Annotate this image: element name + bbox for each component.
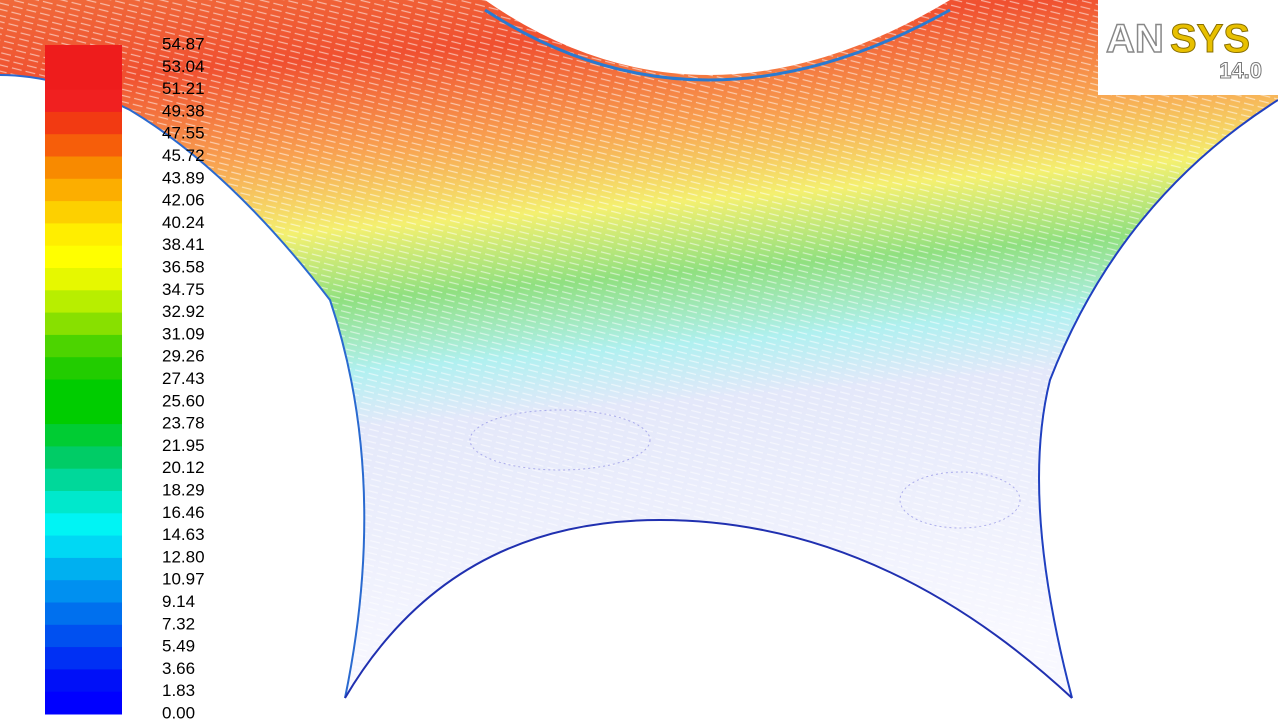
colorbar-label: 34.75 [162,280,205,299]
colorbar-band [45,491,122,514]
colorbar-band [45,179,122,202]
colorbar-band [45,112,122,135]
colorbar-label: 45.72 [162,146,205,165]
colorbar-label: 29.26 [162,347,205,366]
colorbar-label: 12.80 [162,547,205,566]
colorbar-label: 7.32 [162,614,195,633]
colorbar-label: 42.06 [162,191,205,210]
colorbar-label: 43.89 [162,168,205,187]
colorbar-band [45,357,122,380]
page: AN SYS 14.0 54.87 53.04 51.21 49.38 47.55 45.… [0,0,1278,726]
vector-plot: AN SYS 14.0 54.87 53.04 51.21 49.38 47.55 45.… [0,0,1278,726]
colorbar-band [45,424,122,447]
colorbar-band [45,90,122,113]
colorbar-label: 54.87 [162,34,205,53]
colorbar-label: 18.29 [162,480,205,499]
colorbar-band [45,580,122,603]
colorbar-band [45,67,122,90]
colorbar-band [45,402,122,425]
colorbar-label: 47.55 [162,124,205,143]
colorbar-label: 32.92 [162,302,205,321]
colorbar-label: 23.78 [162,414,205,433]
colorbar-label: 0.00 [162,703,195,722]
colorbar-label: 3.66 [162,659,195,678]
colorbar-label: 20.12 [162,458,205,477]
colorbar-label: 1.83 [162,681,195,700]
colorbar-band [45,625,122,648]
colorbar-label: 16.46 [162,503,205,522]
colorbar-label: 36.58 [162,257,205,276]
colorbar-band [45,313,122,336]
colorbar-band [45,380,122,403]
colorbar-band [45,692,122,715]
logo-brand-a: AN [1106,17,1164,61]
colorbar-band [45,134,122,157]
colorbar-label: 21.95 [162,436,205,455]
colorbar-band [45,157,122,180]
colorbar-band [45,513,122,536]
colorbar-label: 49.38 [162,101,205,120]
colorbar-label: 10.97 [162,570,205,589]
colorbar-band [45,45,122,68]
colorbar-band [45,290,122,313]
colorbar-band [45,446,122,469]
colorbar-label: 25.60 [162,391,205,410]
colorbar-band [45,223,122,246]
colorbar-label: 27.43 [162,369,205,388]
colorbar-label: 53.04 [162,57,205,76]
colorbar-band [45,268,122,291]
colorbar: 54.87 53.04 51.21 49.38 47.55 45.72 43.89 42.06… [45,34,205,722]
colorbar-band [45,536,122,559]
colorbar-label: 40.24 [162,213,205,232]
colorbar-label: 38.41 [162,235,205,254]
colorbar-band [45,558,122,581]
colorbar-band [45,669,122,692]
colorbar-band [45,469,122,492]
logo-version: 14.0 [1219,58,1262,83]
colorbar-band [45,201,122,224]
colorbar-band [45,246,122,269]
colorbar-band [45,603,122,626]
colorbar-label: 51.21 [162,79,205,98]
colorbar-label: 9.14 [162,592,195,611]
colorbar-label: 31.09 [162,324,205,343]
colorbar-label: 5.49 [162,637,195,656]
colorbar-label: 14.63 [162,525,205,544]
colorbar-band [45,335,122,358]
colorbar-band [45,647,122,670]
logo-brand-b: SYS [1170,17,1250,61]
